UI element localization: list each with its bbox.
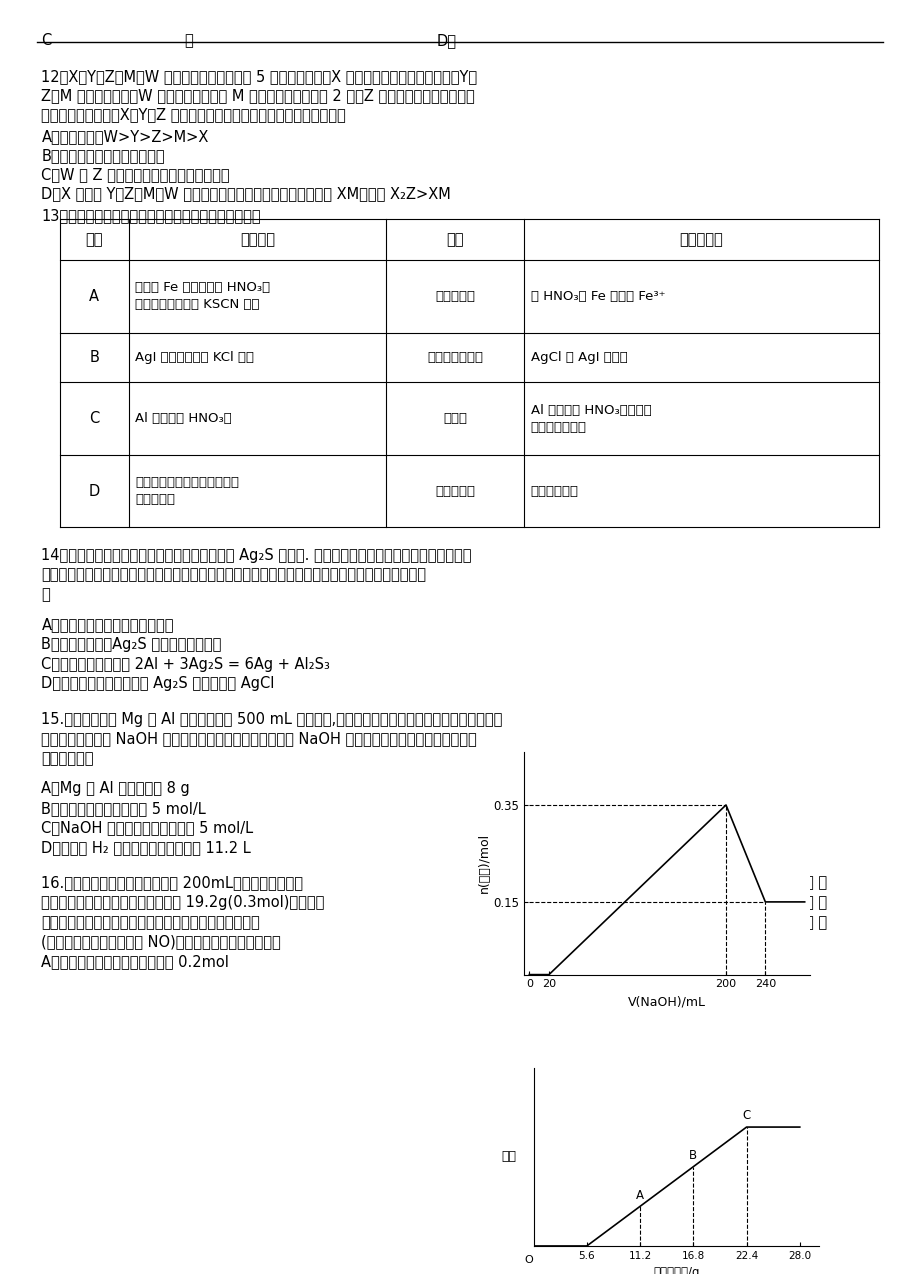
Text: (假定硝酸的还原产物均为 NO)。下列判断或结果错误的是: (假定硝酸的还原产物均为 NO)。下列判断或结果错误的是 <box>41 935 281 949</box>
Y-axis label: 气体: 气体 <box>501 1150 516 1163</box>
Text: 15.将一定质量的 Mg 和 Al 的混合物投入 500 mL 稀硫酸中,固体全部溶解并产生气体。待反应完全后，: 15.将一定质量的 Mg 和 Al 的混合物投入 500 mL 稀硫酸中,固体全… <box>41 711 502 726</box>
Text: C．该过程中总反应为 2Al + 3Ag₂S = 6Ag + Al₂S₃: C．该过程中总反应为 2Al + 3Ag₂S = 6Ag + Al₂S₃ <box>41 657 330 671</box>
Text: 14．银质器皿日久表面会逐渐变黑，这是生成了 Ag₂S 的缘故. 根据电化学原理可进行如下处理：在铝质: 14．银质器皿日久表面会逐渐变黑，这是生成了 Ag₂S 的缘故. 根据电化学原理… <box>41 548 471 563</box>
Text: 逐渐加入铁粉，产生气体的量随铁粉质量增加的变化如图: 逐渐加入铁粉，产生气体的量随铁粉质量增加的变化如图 <box>41 915 260 930</box>
Text: 向所得溶液中加入 NaOH 溶液，生成沉淀的物质的量与加入 NaOH 溶液的体积关系如图所示。则下列: 向所得溶液中加入 NaOH 溶液，生成沉淀的物质的量与加入 NaOH 溶液的体积… <box>41 731 477 747</box>
Text: D: D <box>88 484 100 498</box>
Text: C: C <box>41 33 51 48</box>
Text: 解释或结论: 解释或结论 <box>679 232 722 247</box>
Text: A: A <box>89 289 99 303</box>
Text: D．X 分别与 Y、Z、M、W 形成的常见化合物中，稳定性最好的是 XM，沸点 X₂Z>XM: D．X 分别与 Y、Z、M、W 形成的常见化合物中，稳定性最好的是 XM，沸点 … <box>41 186 450 201</box>
Text: 是: 是 <box>41 587 51 603</box>
Text: A．处理过程中银器一直保持恒重: A．处理过程中银器一直保持恒重 <box>41 618 174 632</box>
Text: 选项: 选项 <box>85 232 103 247</box>
Text: 中一份中逐渐加入铜粉，最多能溶解 19.2g(0.3mol)。向另一: 中一份中逐渐加入铜粉，最多能溶解 19.2g(0.3mol)。向另一 <box>41 894 324 910</box>
Text: A．原子半径：W>Y>Z>M>X: A．原子半径：W>Y>Z>M>X <box>41 129 209 144</box>
X-axis label: V(NaOH)/mL: V(NaOH)/mL <box>628 995 705 1008</box>
Text: B: B <box>688 1149 697 1162</box>
Text: 有白色沉淀出现: 有白色沉淀出现 <box>427 350 482 364</box>
Y-axis label: n(沉淀)/mol: n(沉淀)/mol <box>477 833 490 893</box>
Text: 试纸变蓝色: 试纸变蓝色 <box>435 484 475 498</box>
Text: B: B <box>89 350 99 364</box>
Text: Al 箔插入稀 HNO₃中: Al 箔插入稀 HNO₃中 <box>135 412 232 426</box>
Text: 溶液呈红色: 溶液呈红色 <box>435 289 475 303</box>
Text: AgCl 比 AgI 更难溶: AgCl 比 AgI 更难溶 <box>530 350 627 364</box>
Text: 稀 HNO₃将 Fe 氧化为 Fe³⁺: 稀 HNO₃将 Fe 氧化为 Fe³⁺ <box>530 289 664 303</box>
Text: Z、M 同周期且相邻，W 原子核外电子数是 M 原子最外层电子数的 2 倍。Z 与其同主族的短周期元素: Z、M 同周期且相邻，W 原子核外电子数是 M 原子最外层电子数的 2 倍。Z … <box>41 88 474 103</box>
Text: O: O <box>524 1255 533 1265</box>
Text: C．W 与 Z 两元素形成的化合物是原子晶体: C．W 与 Z 两元素形成的化合物是原子晶体 <box>41 167 230 182</box>
Text: AgI 沉淀中滴入稀 KCl 溶液: AgI 沉淀中滴入稀 KCl 溶液 <box>135 350 254 364</box>
Text: D．: D． <box>437 33 457 48</box>
Text: 浓氨水呈碱性: 浓氨水呈碱性 <box>530 484 578 498</box>
Text: 13．下列有关实验操作、现象和解释或结论都正确的是: 13．下列有关实验操作、现象和解释或结论都正确的是 <box>41 208 261 223</box>
Text: A．Mg 和 Al 的总质量为 8 g: A．Mg 和 Al 的总质量为 8 g <box>41 781 190 796</box>
Text: Al 箔表面被 HNO₃氧化，形
成致密的氧化膜: Al 箔表面被 HNO₃氧化，形 成致密的氧化膜 <box>530 404 651 433</box>
Text: C: C <box>742 1110 750 1122</box>
Text: 所 示: 所 示 <box>804 915 826 930</box>
Text: D．黑色褪去的原因是黑色 Ag₂S 转化为白色 AgCl: D．黑色褪去的原因是黑色 Ag₂S 转化为白色 AgCl <box>41 676 275 692</box>
Text: 份 中: 份 中 <box>804 894 826 910</box>
Text: 实验操作: 实验操作 <box>240 232 275 247</box>
Text: A．原混合酸中硝酸的物质的量为 0.2mol: A．原混合酸中硝酸的物质的量为 0.2mol <box>41 954 229 970</box>
Text: 过量的 Fe 粉中加入稀 HNO₃，
充分反应后，滴入 KSCN 溶液: 过量的 Fe 粉中加入稀 HNO₃， 充分反应后，滴入 KSCN 溶液 <box>135 282 270 311</box>
Text: C．NaOH 溶液的物质的量浓度为 5 mol/L: C．NaOH 溶液的物质的量浓度为 5 mol/L <box>41 820 254 836</box>
Text: 容器中加入食盐溶液，再将变黑的银器浸入该溶液中，一段时间后发现黑色会褪去。下列说法正确的: 容器中加入食盐溶液，再将变黑的银器浸入该溶液中，一段时间后发现黑色会褪去。下列说… <box>41 568 425 582</box>
Text: D．生成的 H₂ 在标准状况下的体积为 11.2 L: D．生成的 H₂ 在标准状况下的体积为 11.2 L <box>41 841 251 855</box>
Text: ．: ． <box>184 33 193 48</box>
Text: 可形成常见气体甲。X、Y、Z 三种元素形成化合物乙。下列说法不正确的是: 可形成常见气体甲。X、Y、Z 三种元素形成化合物乙。下列说法不正确的是 <box>41 107 346 122</box>
Text: A: A <box>635 1189 643 1201</box>
Text: 说法正确的是: 说法正确的是 <box>41 750 94 766</box>
Text: 现象: 现象 <box>446 232 464 247</box>
Text: 向 其: 向 其 <box>804 875 826 891</box>
Text: C: C <box>89 412 99 426</box>
Text: B．银器为正极，Ag₂S 被还原生成单质银: B．银器为正极，Ag₂S 被还原生成单质银 <box>41 637 221 652</box>
Text: 用玻璃棒蘸取浓氨水点到红色
石蕊试纸上: 用玻璃棒蘸取浓氨水点到红色 石蕊试纸上 <box>135 476 239 506</box>
X-axis label: 铁粉的质量/g: 铁粉的质量/g <box>652 1266 698 1274</box>
Text: B．硫酸的物质的量浓度为 5 mol/L: B．硫酸的物质的量浓度为 5 mol/L <box>41 801 206 815</box>
Text: 12．X、Y、Z、M、W 为原子序数依次增大的 5 种短周期元素。X 的质子总数与电子层数相同，Y、: 12．X、Y、Z、M、W 为原子序数依次增大的 5 种短周期元素。X 的质子总数… <box>41 69 477 84</box>
Text: B．化合物乙中一定只有共价键: B．化合物乙中一定只有共价键 <box>41 148 165 163</box>
Text: 无现象: 无现象 <box>443 412 467 426</box>
Text: 16.某稀硫酸和稀硝酸的混合溶液 200mL，平均分成两份。: 16.某稀硫酸和稀硝酸的混合溶液 200mL，平均分成两份。 <box>41 875 303 891</box>
